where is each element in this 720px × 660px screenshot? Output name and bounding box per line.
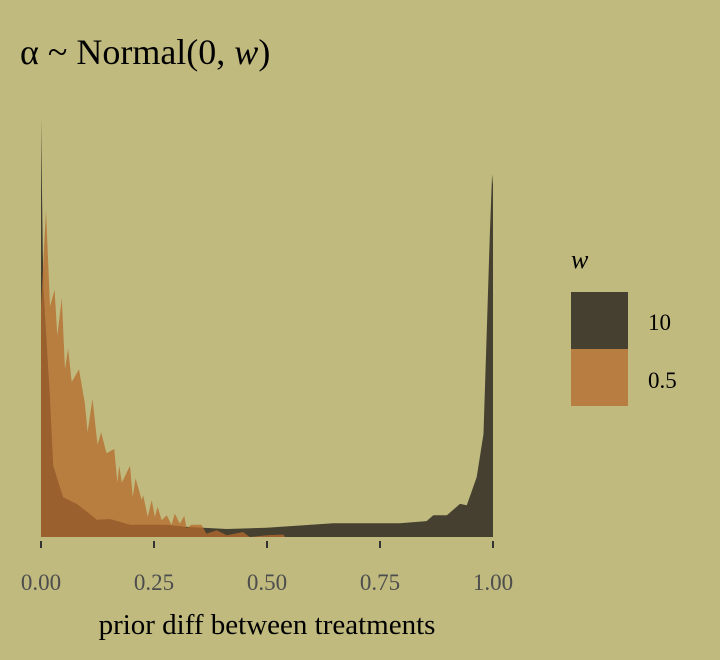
x-tick-label: 0.00: [21, 570, 61, 595]
chart-title: α ~ Normal(0, w): [20, 32, 270, 72]
x-axis-label: prior diff between treatments: [99, 609, 436, 641]
x-tick-label: 0.75: [360, 570, 400, 595]
title-prefix: α ~ Normal(0,: [20, 32, 234, 72]
legend-key-10: [571, 292, 628, 349]
legend-title: w: [571, 245, 589, 274]
x-tick-label: 0.50: [247, 570, 287, 595]
title-variable: w: [234, 32, 258, 72]
density-area-w-0.5: [41, 210, 493, 537]
x-tick-label: 0.25: [134, 570, 174, 595]
legend-key-0.5: [571, 349, 628, 406]
legend-label-0.5: 0.5: [648, 368, 677, 393]
x-axis: 0.00 0.25 0.50 0.75 1.00: [21, 541, 513, 595]
plot-area: [41, 118, 493, 537]
legend: w 10 0.5: [571, 245, 677, 406]
x-tick-label: 1.00: [473, 570, 513, 595]
legend-label-10: 10: [648, 310, 671, 335]
title-suffix: ): [258, 32, 270, 72]
